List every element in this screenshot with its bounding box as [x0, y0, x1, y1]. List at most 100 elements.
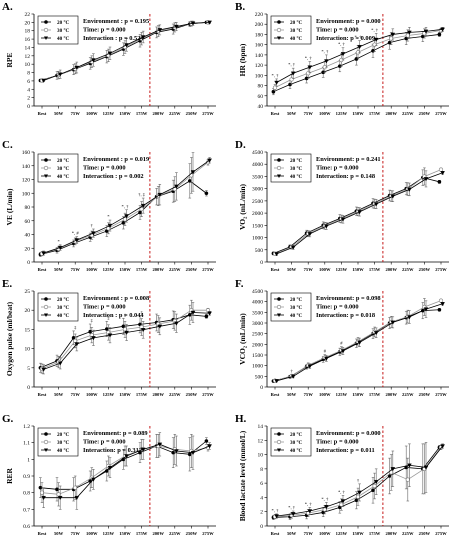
y-axis-label: VO₂ (mL/min) [238, 183, 247, 230]
data-point [407, 315, 412, 320]
x-tick-label: 275W [435, 267, 447, 272]
legend-label: 30 °C [290, 439, 303, 446]
data-point [138, 210, 142, 215]
chart-panel-c: C. 0 20 40 60 80 100 120 140 160 Rest 50W 75W 100W 125… [2, 139, 216, 272]
x-tick-label: 100W [319, 267, 331, 272]
y-tick-label: 12 [25, 54, 31, 60]
legend-label: 40 °C [57, 447, 70, 454]
stats-line: Environment: p = 0.241 [316, 156, 381, 163]
data-point [190, 170, 196, 175]
data-point [338, 64, 342, 68]
data-point [91, 231, 96, 236]
y-tick-label: 0 [27, 385, 30, 391]
x-tick-label: 125W [103, 392, 115, 397]
x-tick-label: 150W [352, 111, 364, 116]
x-tick-label: 125W [336, 392, 348, 397]
data-point [357, 210, 362, 215]
stats-line: Environment : p = 0.019 [83, 156, 149, 163]
stats-line: Interaction: p = 0.312 [83, 447, 142, 454]
x-tick-label: 150W [352, 531, 364, 536]
data-point [74, 65, 80, 70]
y-tick-label: 0 [260, 260, 263, 266]
stats-line: Interaction : p = 0.002 [83, 173, 144, 180]
data-point [390, 194, 396, 199]
y-tick-label: 0.8 [23, 491, 30, 497]
data-point [423, 307, 429, 312]
x-tick-label: 100W [319, 111, 331, 116]
x-tick-label: Rest [271, 267, 280, 272]
y-tick-label: 0 [260, 524, 263, 530]
x-tick-label: 175W [369, 531, 381, 536]
y-tick-label: 2500 [252, 332, 263, 338]
series-line [276, 445, 443, 517]
y-tick-label: 15 [25, 327, 31, 333]
legend-label: 30 °C [57, 304, 70, 311]
data-point [157, 442, 163, 447]
y-tick-label: 4500 [252, 150, 263, 156]
significance-annotation: *, † [305, 56, 313, 62]
y-tick-label: 1500 [252, 223, 263, 229]
significance-annotation: *, † [321, 49, 329, 55]
chart-panel-g: G. 0.6 0.7 0.8 0.9 1 1.1 1.2 Rest 50W 75W 100W 125W 1… [2, 413, 216, 536]
data-point [57, 361, 63, 366]
y-tick-label: 12 [258, 438, 264, 444]
x-tick-label: 50W [287, 267, 297, 272]
x-tick-label: Rest [38, 392, 47, 397]
y-tick-label: 0 [260, 385, 263, 391]
y-tick-label: 120 [22, 178, 31, 184]
significance-annotation: ‡ [124, 312, 127, 317]
data-point [207, 444, 212, 449]
legend-marker [44, 432, 48, 436]
x-tick-label: 150W [119, 111, 131, 116]
x-tick-label: 75W [304, 392, 314, 397]
data-point [437, 307, 442, 312]
data-point [440, 302, 445, 307]
x-tick-label: 175W [369, 111, 381, 116]
significance-annotation: ‡ [91, 318, 94, 323]
data-point [371, 488, 375, 493]
legend-marker [44, 174, 48, 178]
data-point [340, 349, 346, 354]
data-point [437, 32, 442, 37]
data-point [290, 374, 296, 379]
significance-annotation: # [324, 349, 327, 354]
data-point [355, 50, 361, 55]
y-tick-label: 220 [255, 12, 264, 18]
stats-line: Time: p = 0.000 [316, 27, 359, 34]
x-tick-label: 175W [369, 392, 381, 397]
data-point [55, 487, 59, 492]
data-point [387, 474, 392, 478]
significance-annotation: *, † [305, 501, 313, 507]
legend-label: 30 °C [290, 27, 303, 34]
legend-marker [44, 313, 48, 317]
y-tick-label: 140 [22, 164, 31, 170]
chart-panel-h: H. 0 2 4 6 8 10 12 14 Rest 50W 75W 100W 125W 150W 175W 2… [235, 413, 449, 536]
stats-line: Environment : p = 0.008 [83, 295, 149, 302]
legend-box [270, 427, 312, 457]
legend-label: 30 °C [290, 165, 303, 172]
y-tick-label: 20 [25, 20, 31, 26]
stats-line: Interaction : p = 0.524 [83, 35, 144, 42]
legend-label: 20 °C [290, 431, 303, 438]
y-tick-label: 1.1 [23, 441, 30, 447]
y-tick-label: 0 [27, 260, 30, 266]
data-point [390, 32, 396, 37]
y-tick-label: 22 [25, 12, 31, 18]
x-tick-label: Rest [38, 111, 47, 116]
data-point [140, 328, 146, 333]
legend-label: 40 °C [57, 312, 70, 319]
x-tick-label: 100W [86, 111, 98, 116]
data-point [440, 27, 445, 32]
y-tick-label: 3000 [252, 321, 263, 327]
x-tick-label: 100W [319, 531, 331, 536]
data-point [157, 28, 163, 33]
x-tick-label: 175W [136, 267, 148, 272]
x-tick-label: 250W [419, 392, 431, 397]
y-tick-label: 10 [25, 62, 31, 68]
y-tick-label: 200 [255, 22, 264, 28]
data-point [372, 483, 377, 489]
legend-label: 20 °C [290, 19, 303, 26]
significance-annotation: *, † [288, 505, 296, 511]
y-tick-label: 0.9 [23, 474, 30, 480]
legend-label: 40 °C [57, 35, 70, 42]
